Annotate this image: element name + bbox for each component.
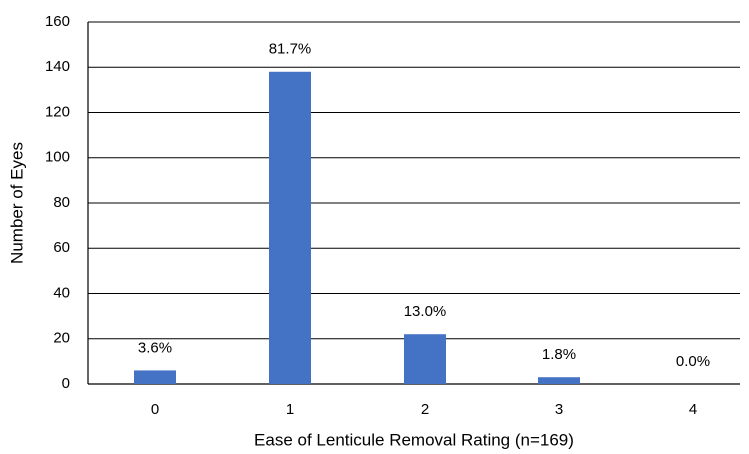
y-tick-label: 0	[62, 375, 70, 392]
data-label: 81.7%	[269, 41, 312, 58]
x-tick-label: 0	[151, 401, 159, 418]
y-tick-label: 80	[53, 194, 70, 211]
x-tick-label: 4	[689, 401, 697, 418]
bar	[134, 370, 176, 384]
y-tick-label: 40	[53, 284, 70, 301]
y-tick-label: 20	[53, 330, 70, 347]
bar	[538, 377, 580, 384]
y-tick-label: 60	[53, 239, 70, 256]
data-label: 3.6%	[138, 339, 172, 356]
y-tick-label: 100	[45, 149, 70, 166]
y-tick-label: 120	[45, 103, 70, 120]
data-label: 0.0%	[676, 353, 710, 370]
y-tick-label: 140	[45, 58, 70, 75]
x-axis-title: Ease of Lenticule Removal Rating (n=169)	[254, 430, 574, 449]
data-label: 1.8%	[542, 346, 576, 363]
data-label: 13.0%	[404, 303, 447, 320]
x-tick-label: 1	[286, 401, 294, 418]
x-tick-label: 2	[421, 401, 429, 418]
bar	[404, 334, 446, 384]
x-tick-label: 3	[555, 401, 563, 418]
y-axis-title: Number of Eyes	[7, 142, 26, 264]
bar	[269, 71, 311, 385]
y-tick-label: 160	[45, 13, 70, 30]
